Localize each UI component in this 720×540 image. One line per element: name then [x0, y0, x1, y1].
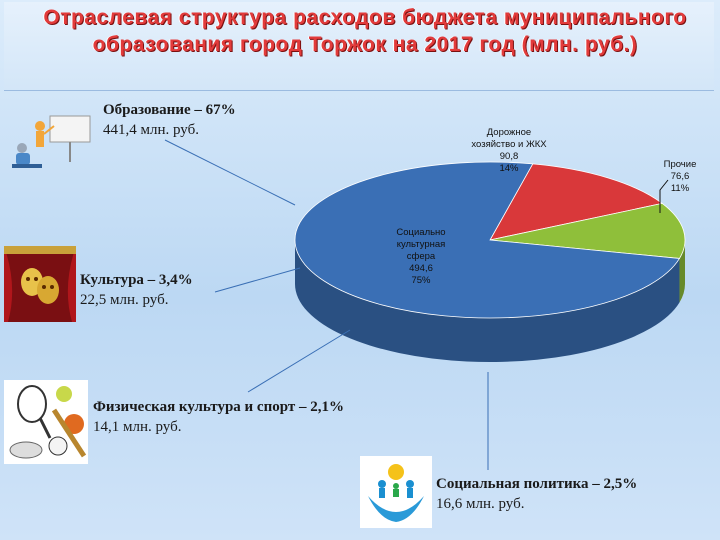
legend-social-policy: Социальная политика – 2,5% 16,6 млн. руб… [436, 474, 637, 514]
teacher-presentation-icon [12, 115, 91, 168]
slice-label-roads: Дорожное хозяйство и ЖКХ 90,8 14% [470, 127, 548, 175]
slice-percent: 14% [499, 163, 519, 174]
legend-sport: Физическая культура и спорт – 2,1% 14,1 … [93, 397, 344, 437]
slice-value: 76,6 [670, 171, 690, 182]
slice-value: 494,6 [409, 263, 433, 274]
legend-sport-name: Физическая культура и спорт – 2,1% [93, 399, 344, 415]
sports-equipment-icon [4, 380, 88, 464]
pie-slice-side [679, 240, 685, 303]
slice-name: Прочие [663, 159, 697, 170]
slice-label-other: Прочие 76,6 11% [652, 159, 708, 195]
page-title: Отраслевая структура расходов бюджета му… [43, 6, 687, 56]
leader-line-other [659, 179, 669, 213]
legend-sport-amount: 14,1 млн. руб. [93, 419, 182, 435]
pie-slice [489, 163, 664, 241]
legend-social-policy-name: Социальная политика – 2,5% [436, 476, 638, 492]
slice-name: Социально культурная сфера [396, 227, 446, 262]
legend-education: Образование – 67% 441,4 млн. руб. [103, 100, 236, 140]
leader-line-education [164, 139, 296, 206]
legend-education-name: Образование – 67% [103, 102, 236, 118]
slice-name: Дорожное хозяйство и ЖКХ [471, 127, 547, 150]
legend-culture-amount: 22,5 млн. руб. [80, 292, 169, 308]
slice-percent: 75% [411, 275, 431, 286]
legend-culture: Культура – 3,4% 22,5 млн. руб. [80, 270, 193, 310]
slice-value: 90,8 [499, 151, 519, 162]
legend-culture-name: Культура – 3,4% [80, 272, 193, 288]
pie-slice [294, 161, 681, 319]
theater-masks-icon [4, 246, 76, 322]
family-hands-icon [360, 456, 432, 528]
leader-line-sport [247, 329, 351, 393]
legend-social-policy-amount: 16,6 млн. руб. [436, 496, 525, 512]
leader-line-culture [214, 267, 301, 293]
pie-slice-side [295, 240, 680, 362]
slice-percent: 11% [670, 183, 690, 194]
title-box [4, 2, 714, 91]
legend-education-amount: 441,4 млн. руб. [103, 122, 199, 138]
slice-label-social-sphere: Социально культурная сфера 494,6 75% [392, 227, 450, 287]
